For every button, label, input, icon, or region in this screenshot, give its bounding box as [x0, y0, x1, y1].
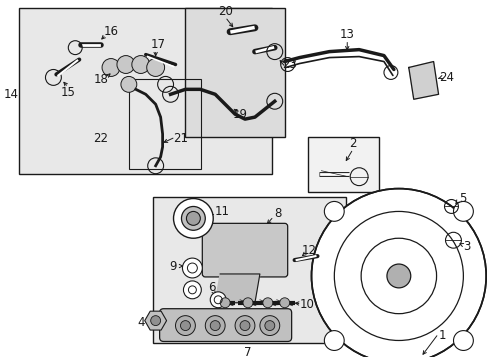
Circle shape: [279, 298, 289, 308]
Circle shape: [240, 321, 249, 330]
Text: 18: 18: [93, 73, 108, 86]
Circle shape: [264, 321, 274, 330]
Circle shape: [132, 55, 149, 73]
Text: 20: 20: [217, 5, 232, 18]
Text: 6: 6: [208, 282, 216, 294]
Polygon shape: [408, 62, 438, 99]
FancyBboxPatch shape: [202, 223, 287, 277]
Text: 5: 5: [458, 192, 465, 205]
Circle shape: [452, 202, 472, 221]
Circle shape: [146, 59, 164, 76]
Circle shape: [181, 207, 205, 230]
Circle shape: [243, 298, 252, 308]
Text: 14: 14: [3, 88, 18, 101]
Text: 7: 7: [244, 346, 251, 359]
Circle shape: [183, 281, 201, 299]
Text: 11: 11: [214, 205, 229, 218]
Circle shape: [263, 298, 272, 308]
Text: 13: 13: [339, 28, 354, 41]
Circle shape: [117, 55, 135, 73]
Circle shape: [210, 292, 225, 308]
Circle shape: [311, 189, 485, 360]
Text: 23: 23: [282, 58, 297, 71]
Text: 15: 15: [61, 86, 76, 99]
Circle shape: [324, 330, 344, 350]
Circle shape: [259, 316, 279, 336]
Circle shape: [235, 316, 254, 336]
Bar: [307, 137, 378, 192]
Circle shape: [205, 316, 224, 336]
Text: 10: 10: [300, 298, 314, 311]
Circle shape: [173, 198, 213, 238]
Text: 2: 2: [349, 138, 356, 150]
Circle shape: [150, 316, 160, 325]
Circle shape: [180, 321, 190, 330]
Circle shape: [175, 316, 195, 336]
Text: 21: 21: [173, 132, 187, 145]
Text: 9: 9: [168, 260, 176, 273]
Polygon shape: [144, 311, 166, 330]
Text: 1: 1: [438, 329, 446, 342]
Bar: [19, 8, 271, 174]
Bar: [152, 197, 346, 343]
Text: 8: 8: [273, 207, 281, 220]
Circle shape: [102, 59, 120, 76]
Circle shape: [182, 258, 202, 278]
Text: 19: 19: [232, 108, 247, 121]
Circle shape: [386, 264, 410, 288]
Text: 22: 22: [93, 132, 108, 145]
Bar: [185, 8, 284, 137]
Circle shape: [220, 298, 230, 308]
Circle shape: [324, 202, 344, 221]
Bar: [129, 80, 201, 169]
Polygon shape: [215, 274, 259, 303]
Text: 12: 12: [302, 244, 316, 257]
Text: 24: 24: [438, 71, 453, 84]
Text: 4: 4: [137, 316, 144, 329]
FancyBboxPatch shape: [159, 309, 291, 342]
Circle shape: [121, 76, 137, 92]
Text: 3: 3: [463, 240, 470, 253]
Circle shape: [186, 211, 200, 225]
Circle shape: [452, 330, 472, 350]
Circle shape: [210, 321, 220, 330]
Text: 16: 16: [103, 25, 118, 38]
Text: 17: 17: [151, 38, 166, 51]
